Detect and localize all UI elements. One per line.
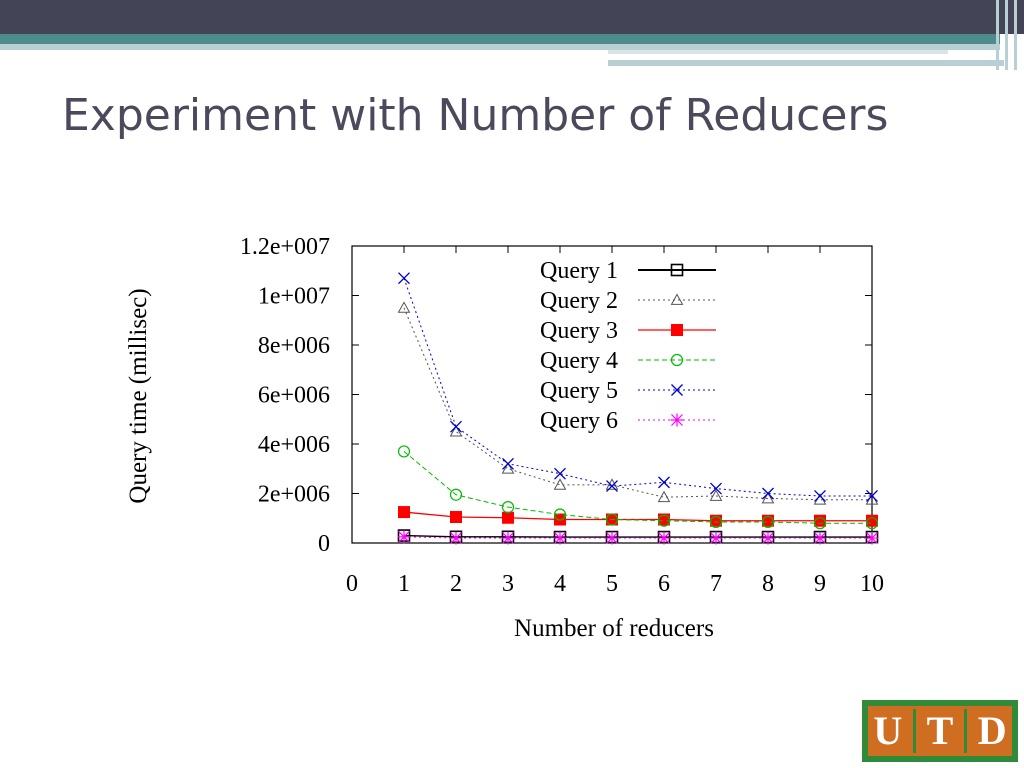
y-tick-label: 4e+006	[258, 432, 330, 458]
legend-marker-3	[671, 324, 683, 336]
series-line-1	[403, 534, 872, 538]
data-point-q4-9	[813, 517, 827, 530]
legend-label: Query 2	[540, 288, 618, 314]
data-point-q2-8	[761, 491, 775, 504]
data-point-q5-7	[710, 482, 722, 495]
legend-marker-6	[670, 413, 684, 427]
series-line-5	[403, 278, 872, 497]
legend-label: Query 1	[540, 258, 618, 284]
x-tick-label: 5	[606, 571, 618, 597]
x-tick-label: 1	[398, 571, 410, 597]
y-tick-label: 0	[318, 531, 330, 557]
x-tick-label: 4	[554, 571, 566, 597]
data-point-q4-6	[657, 514, 671, 527]
data-point-q5-4	[554, 467, 566, 480]
data-point-q2-2	[449, 425, 463, 437]
data-point-q3-2	[450, 511, 462, 524]
x-tick-label: 7	[710, 571, 722, 597]
data-point-q6-7	[709, 531, 723, 545]
x-tick-label: 10	[860, 571, 884, 597]
legend-label: Query 4	[540, 348, 618, 374]
data-point-q6-2	[449, 531, 463, 545]
legend-label: Query 3	[540, 318, 618, 344]
header-right-stripe-3	[1014, 0, 1017, 70]
data-point-q3-9	[814, 514, 826, 527]
data-point-q6-5	[605, 531, 619, 545]
x-tick-label: 3	[502, 571, 514, 597]
x-tick-label: 9	[814, 571, 826, 597]
legend-label: Query 6	[540, 408, 618, 434]
x-tick-label: 0	[346, 571, 358, 597]
header-light-bar	[0, 44, 1000, 50]
series-line-6	[403, 536, 872, 539]
data-point-q4-5	[605, 513, 619, 526]
series-line-2	[403, 307, 872, 501]
data-point-q6-3	[501, 531, 515, 545]
y-tick-label: 2e+006	[258, 482, 330, 508]
x-axis-label: Number of reducers	[514, 615, 714, 642]
y-tick-label: 1.2e+007	[240, 234, 330, 260]
x-tick-label: 2	[450, 571, 462, 597]
series-line-3	[403, 511, 872, 522]
y-tick-label: 8e+006	[258, 333, 330, 359]
x-tick-label: 6	[658, 571, 670, 597]
data-point-q4-3	[501, 501, 515, 514]
header-right-stripe-2	[1005, 0, 1008, 70]
data-point-q6-8	[761, 531, 775, 545]
data-point-q4-4	[553, 508, 567, 521]
y-axis-label: Query time (millisec)	[125, 288, 152, 503]
data-point-q5-10	[866, 490, 878, 502]
data-point-q2-1	[397, 301, 411, 313]
data-point-q6-10	[865, 531, 879, 545]
header-accent-line-2	[608, 60, 1004, 66]
logo-letter-d: D	[977, 708, 1007, 753]
data-point-q2-4	[553, 478, 567, 490]
header-teal-bar	[0, 34, 1000, 44]
data-point-q5-1	[398, 272, 410, 285]
data-point-q3-10	[866, 514, 878, 527]
data-point-q4-10	[865, 517, 879, 530]
header-accent-line	[608, 50, 948, 54]
legend-marker-4	[670, 353, 684, 367]
data-point-q3-3	[502, 511, 514, 524]
logo-letter-t: T	[926, 708, 954, 753]
header-decoration	[0, 0, 1024, 70]
x-tick-label: 8	[762, 571, 774, 597]
data-point-q5-9	[814, 490, 826, 502]
legend-marker-5	[671, 384, 683, 396]
y-tick-label: 6e+006	[258, 383, 330, 409]
data-point-q4-8	[761, 515, 775, 529]
data-point-q2-7	[709, 489, 723, 501]
data-point-q2-5	[605, 478, 619, 490]
logo-letter-u: U	[873, 708, 903, 753]
data-point-q3-1	[398, 506, 410, 519]
data-point-q6-6	[657, 531, 671, 545]
header-dark-bar	[0, 0, 1024, 34]
data-point-q2-3	[501, 462, 515, 474]
data-point-q4-2	[449, 488, 463, 501]
data-point-q5-3	[502, 457, 514, 470]
y-tick-label: 1e+007	[258, 284, 330, 310]
data-point-q4-1	[397, 445, 411, 458]
data-point-q6-4	[553, 531, 567, 545]
legend-label: Query 5	[540, 378, 618, 404]
series-line-4	[403, 451, 872, 524]
data-point-q5-8	[762, 487, 774, 500]
data-point-q6-1	[397, 530, 411, 544]
utd-logo: U T D	[862, 700, 1018, 762]
data-point-q5-5	[606, 480, 618, 493]
header-right-stripe	[996, 0, 999, 70]
data-point-q2-6	[657, 490, 671, 503]
legend-marker-2	[670, 293, 684, 305]
data-point-q5-6	[658, 476, 670, 489]
legend-marker-1	[670, 263, 684, 277]
slide-title: Experiment with Number of Reducers	[62, 90, 889, 141]
data-point-q5-2	[450, 420, 462, 433]
data-point-q6-9	[813, 531, 827, 545]
data-point-q4-7	[709, 515, 723, 529]
